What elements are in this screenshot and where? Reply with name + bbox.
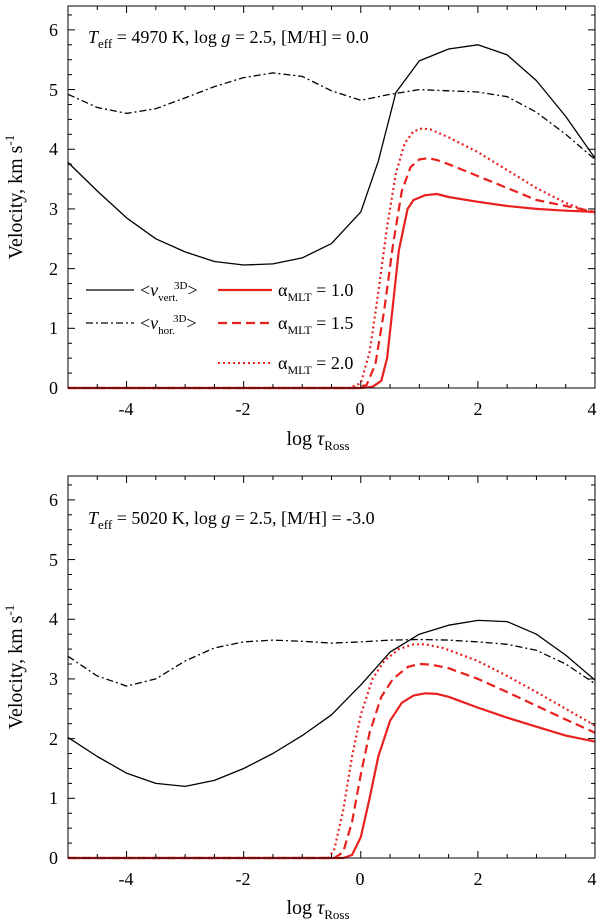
y-tick-label: 1 xyxy=(49,788,58,808)
y-axis-title: Velocity, km s-1 xyxy=(2,135,27,260)
y-tick-label: 6 xyxy=(49,490,58,510)
x-tick-label: -2 xyxy=(236,399,251,419)
series-line-4 xyxy=(68,662,596,860)
x-tick-label: -4 xyxy=(119,399,134,419)
legend-label-alpha-1: αMLT = 1.0 xyxy=(278,280,353,304)
x-tick-label: 2 xyxy=(474,399,483,419)
tick-marks xyxy=(67,476,596,859)
x-tick-label: -4 xyxy=(119,869,134,889)
series-line-3 xyxy=(68,192,596,390)
y-tick-label: 4 xyxy=(49,609,58,629)
panel-top: Teff = 4970 K, log g = 2.5, [M/H] = 0.0 … xyxy=(2,5,597,453)
x-tick-label: 0 xyxy=(356,399,365,419)
y-tick-label: 5 xyxy=(49,550,58,570)
x-axis-title: log τRoss xyxy=(286,428,349,453)
legend-label-alpha-2: αMLT = 1.5 xyxy=(278,313,353,337)
y-tick-label: 0 xyxy=(49,378,58,398)
series-line-1 xyxy=(67,44,596,266)
x-axis-title: log τRoss xyxy=(286,897,349,922)
series-line-4 xyxy=(68,157,596,390)
panel-bottom: Teff = 5020 K, log g = 2.5, [M/H] = -3.0… xyxy=(2,475,597,922)
series-line-3 xyxy=(68,692,596,860)
y-tick-label: 2 xyxy=(49,729,58,749)
legend-label-hor: <vhor.3D> xyxy=(140,313,197,337)
y-tick-label: 6 xyxy=(49,20,58,40)
y-tick-label: 3 xyxy=(49,669,58,689)
legend-label-alpha-3: αMLT = 2.0 xyxy=(278,353,353,377)
x-tick-label: 4 xyxy=(588,869,597,889)
series-group xyxy=(67,619,596,860)
y-tick-label: 4 xyxy=(49,139,58,159)
y-tick-label: 3 xyxy=(49,199,58,219)
tick-marks xyxy=(67,6,596,389)
x-tick-label: 0 xyxy=(356,869,365,889)
y-tick-label: 1 xyxy=(49,318,58,338)
y-tick-label: 5 xyxy=(49,80,58,100)
panel-title: Teff = 5020 K, log g = 2.5, [M/H] = -3.0 xyxy=(88,508,375,532)
x-tick-label: 2 xyxy=(474,869,483,889)
x-tick-label: -2 xyxy=(236,869,251,889)
series-group xyxy=(67,44,596,390)
plot-frame xyxy=(67,475,596,859)
series-line-2 xyxy=(67,638,596,687)
series-line-1 xyxy=(67,619,596,788)
series-line-5 xyxy=(68,643,596,860)
series-line-5 xyxy=(68,127,596,390)
y-axis-title: Velocity, km s-1 xyxy=(2,605,27,730)
y-tick-label: 2 xyxy=(49,259,58,279)
legend-label-vert: <vvert.3D> xyxy=(140,280,198,304)
legend: <vvert.3D> <vhor.3D> αMLT = 1.0 αMLT = 1… xyxy=(86,280,353,377)
x-tick-label: 4 xyxy=(588,399,597,419)
y-tick-label: 0 xyxy=(49,848,58,868)
series-line-2 xyxy=(67,72,596,160)
panel-title: Teff = 4970 K, log g = 2.5, [M/H] = 0.0 xyxy=(88,27,369,51)
